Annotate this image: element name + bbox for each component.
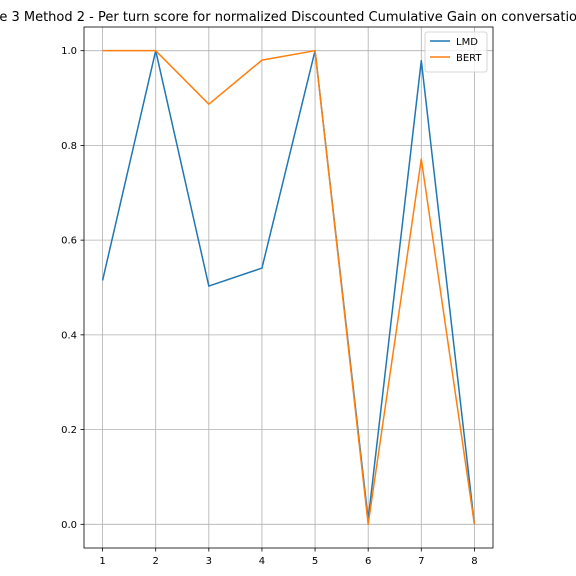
y-tick-label: 0.0 — [61, 520, 77, 531]
y-tick-label: 1.0 — [61, 46, 77, 57]
axes-frame — [83, 26, 494, 549]
y-tick-label: 0.2 — [61, 425, 77, 436]
y-tick-label: 0.6 — [61, 236, 77, 247]
x-tick-label: 7 — [418, 556, 424, 567]
x-tick-label: 5 — [312, 556, 318, 567]
plot-area — [101, 49, 476, 526]
legend-label-bert: BERT — [456, 53, 482, 64]
ticks: 1 2 3 4 5 6 7 8 0.0 0.2 0.4 0.6 0.8 1.0 — [61, 46, 478, 567]
y-tick-label: 0.8 — [61, 141, 77, 152]
x-tick-label: 6 — [365, 556, 371, 567]
x-tick-label: 3 — [206, 556, 212, 567]
legend: LMD BERT — [424, 31, 488, 73]
x-tick-label: 8 — [471, 556, 477, 567]
x-tick-label: 1 — [99, 556, 105, 567]
x-tick-label: 2 — [153, 556, 159, 567]
chart-title: hase 3 Method 2 - Per turn score for nor… — [0, 10, 576, 25]
series-line-lmd — [101, 49, 476, 525]
grid — [84, 27, 493, 548]
y-tick-label: 0.4 — [61, 330, 77, 341]
series-line-bert — [102, 49, 476, 526]
x-tick-label: 4 — [259, 556, 265, 567]
legend-box — [424, 31, 488, 73]
legend-label-lmd: LMD — [456, 37, 478, 48]
